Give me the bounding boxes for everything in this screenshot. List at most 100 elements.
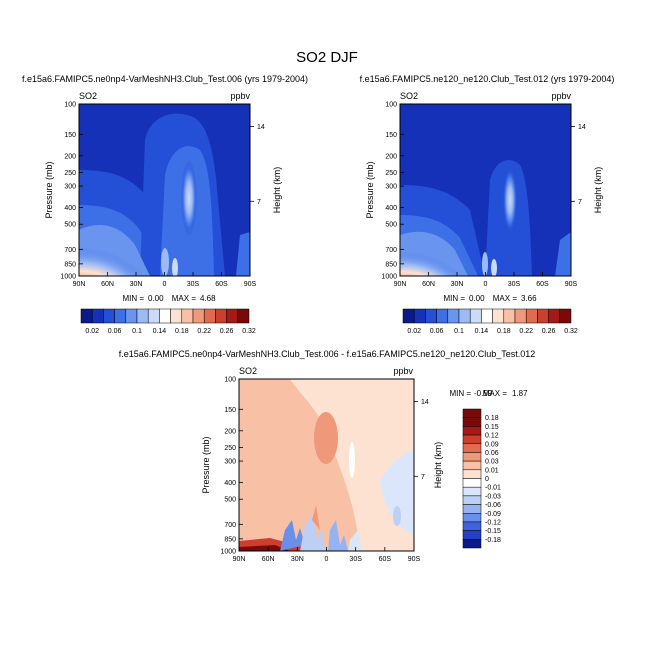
panel-c-colorbar-swatch	[462, 539, 482, 549]
panel-c-colorbar-label: 0.09	[485, 441, 499, 448]
panel-b-ytick-label: 850	[385, 261, 397, 268]
panel-a-xtick-label: 30S	[187, 281, 200, 288]
panel-b-colorbar-swatch	[548, 308, 561, 324]
panel-b-units: ppbv	[551, 91, 571, 101]
panel-a-ytick-label: 500	[64, 222, 76, 229]
panel-a-colorbar-swatch	[170, 308, 183, 324]
panel-c-colorbar-swatch	[462, 408, 482, 418]
panel-a-ytick-label: 200	[64, 153, 76, 160]
panel-a-colorbar-label: 0.22	[197, 328, 211, 335]
panel-a-colorbar-label: 0.06	[108, 328, 122, 335]
panel-a-field	[79, 104, 250, 276]
panel-b-colorbar-swatch	[447, 308, 460, 324]
panel-c-colorbar-swatch	[462, 513, 482, 523]
panel-c-colorbar-label: 0.18	[485, 415, 499, 422]
panel-c-colorbar-label: -0.01	[485, 485, 501, 492]
panel-b-colorbar-label: 0.1	[454, 328, 464, 335]
panel-c-ytick-label: 300	[224, 459, 236, 466]
panel-a-ytick-label: 1000	[60, 274, 76, 281]
panel-b-colorbar-swatch	[492, 308, 505, 324]
panel-a-ytick-label: 850	[64, 261, 76, 268]
panel-model-a: f.e15a6.FAMIPC5.ne0np4-VarMeshNH3.Club_T…	[22, 74, 308, 335]
panel-a-colorbar-swatch	[125, 308, 138, 324]
panel-c-colorbar-swatch	[462, 530, 482, 540]
panel-a-ylabel: Pressure (mb)	[44, 161, 54, 218]
panel-a-colorbar-swatch	[215, 308, 227, 324]
panel-c-colorbar-label: -0.03	[485, 493, 501, 500]
panel-c-colorbar-swatch	[462, 504, 482, 514]
panel-a-colorbar-swatch	[91, 308, 104, 324]
panel-c-ytick-label: 850	[224, 536, 236, 543]
panel-c-colorbar: 0.18 0.15 0.120.09 0.06 0.030.01 0 -0.01-0.03 -…	[462, 408, 501, 549]
panel-c-colorbar-label: -0.06	[485, 502, 501, 509]
panel-a-colorbar-swatch	[192, 308, 205, 324]
panel-c-xtick-label: 90N	[233, 556, 246, 563]
panel-b-colorbar-label: 0.18	[497, 328, 511, 335]
panel-c-variable: SO2	[239, 366, 257, 376]
panel-b-y2label: Height (km)	[593, 167, 603, 214]
panel-c-y2tick-label: 14	[421, 399, 429, 406]
panel-c-colorbar-swatch	[462, 417, 482, 427]
panel-c-ytick-label: 100	[224, 377, 236, 384]
panel-a-ytick-label: 700	[64, 247, 76, 254]
panel-a-minmax: MIN = 0.00 MAX = 4.68	[122, 294, 216, 303]
panel-b-minmax: MIN = 0.00 MAX = 3.66	[443, 294, 537, 303]
panel-b-title: f.e15a6.FAMIPC5.ne120_ne120.Club_Test.01…	[360, 74, 615, 84]
panel-c-ytick-label: 400	[224, 480, 236, 487]
panel-c-ytick-label: 1000	[220, 549, 236, 556]
panel-b-xtick-label: 60N	[422, 281, 435, 288]
panel-b-colorbar: 0.02 0.06 0.1 0.14 0.18 0.22 0.26 0.32	[402, 308, 578, 335]
panel-a-colorbar-swatch	[147, 308, 160, 324]
panel-c-min-label: MIN =	[449, 389, 471, 398]
panel-c-colorbar-label: -0.12	[485, 519, 501, 526]
panel-b-colorbar-swatch	[458, 308, 471, 324]
panel-a-colorbar: 0.02 0.06 0.1 0.14 0.18 0.22 0.26 0.32	[80, 308, 256, 335]
panel-b-y2tick-label: 7	[578, 199, 582, 206]
panel-c-xtick-label: 0	[325, 556, 329, 563]
panel-b-min-value: 0.00	[469, 294, 485, 303]
panel-c-xtick-label: 60N	[262, 556, 275, 563]
panel-b-max-value: 3.66	[521, 294, 537, 303]
panel-c-colorbar-label: 0	[485, 476, 489, 483]
panel-a-min-label: MIN =	[122, 294, 144, 303]
panel-b-axes: 100 150 200 250 300 400 500 700 850 1000 14 7 90N 60N…	[381, 102, 585, 289]
panel-b-ytick-label: 300	[385, 184, 397, 191]
panel-c-ytick-label: 150	[224, 407, 236, 414]
panel-b-colorbar-label: 0.32	[564, 328, 578, 335]
panel-c-colorbar-label: -0.15	[485, 528, 501, 535]
panel-b-ytick-label: 400	[385, 205, 397, 212]
panel-a-colorbar-label: 0.18	[175, 328, 189, 335]
panel-b-colorbar-swatch	[514, 308, 527, 324]
panel-c-xtick-label: 60S	[379, 556, 392, 563]
panel-c-ytick-label: 250	[224, 445, 236, 452]
panel-c-ytick-label: 500	[224, 497, 236, 504]
panel-b-colorbar-swatch	[413, 308, 426, 324]
panel-a-axes: 100 150 200 250 300 400 500 700 850 1000 14 7 90N 60N…	[60, 102, 264, 289]
panel-b-colorbar-swatch	[503, 308, 516, 324]
panel-c-colorbar-swatch	[462, 452, 482, 462]
panel-c-colorbar-swatch	[462, 495, 482, 505]
panel-a-colorbar-label: 0.32	[242, 328, 256, 335]
panel-b-y2tick-label: 14	[578, 124, 586, 131]
panel-a-colorbar-label: 0.14	[153, 328, 167, 335]
panel-a-colorbar-swatch	[203, 308, 216, 324]
panel-b-colorbar-swatch	[525, 308, 538, 324]
panel-b-colorbar-swatch	[402, 308, 415, 324]
panel-c-xtick-label: 90S	[408, 556, 421, 563]
panel-b-xtick-label: 60S	[536, 281, 549, 288]
panel-b-colorbar-swatch	[436, 308, 449, 324]
panel-a-ytick-label: 250	[64, 170, 76, 177]
panel-b-ytick-label: 200	[385, 153, 397, 160]
panel-b-xtick-label: 0	[484, 281, 488, 288]
panel-a-ytick-label: 400	[64, 205, 76, 212]
panel-c-colorbar-label: -0.18	[485, 537, 501, 544]
panel-c-colorbar-label: 0.12	[485, 433, 499, 440]
panel-b-variable: SO2	[400, 91, 418, 101]
panel-b-ylabel: Pressure (mb)	[365, 161, 375, 218]
panel-c-y2label: Height (km)	[433, 442, 443, 489]
panel-c-colorbar-swatch	[462, 478, 482, 488]
panel-c-ytick-label: 200	[224, 428, 236, 435]
panel-b-colorbar-label: 0.22	[519, 328, 533, 335]
panel-a-y2tick-label: 7	[257, 199, 261, 206]
